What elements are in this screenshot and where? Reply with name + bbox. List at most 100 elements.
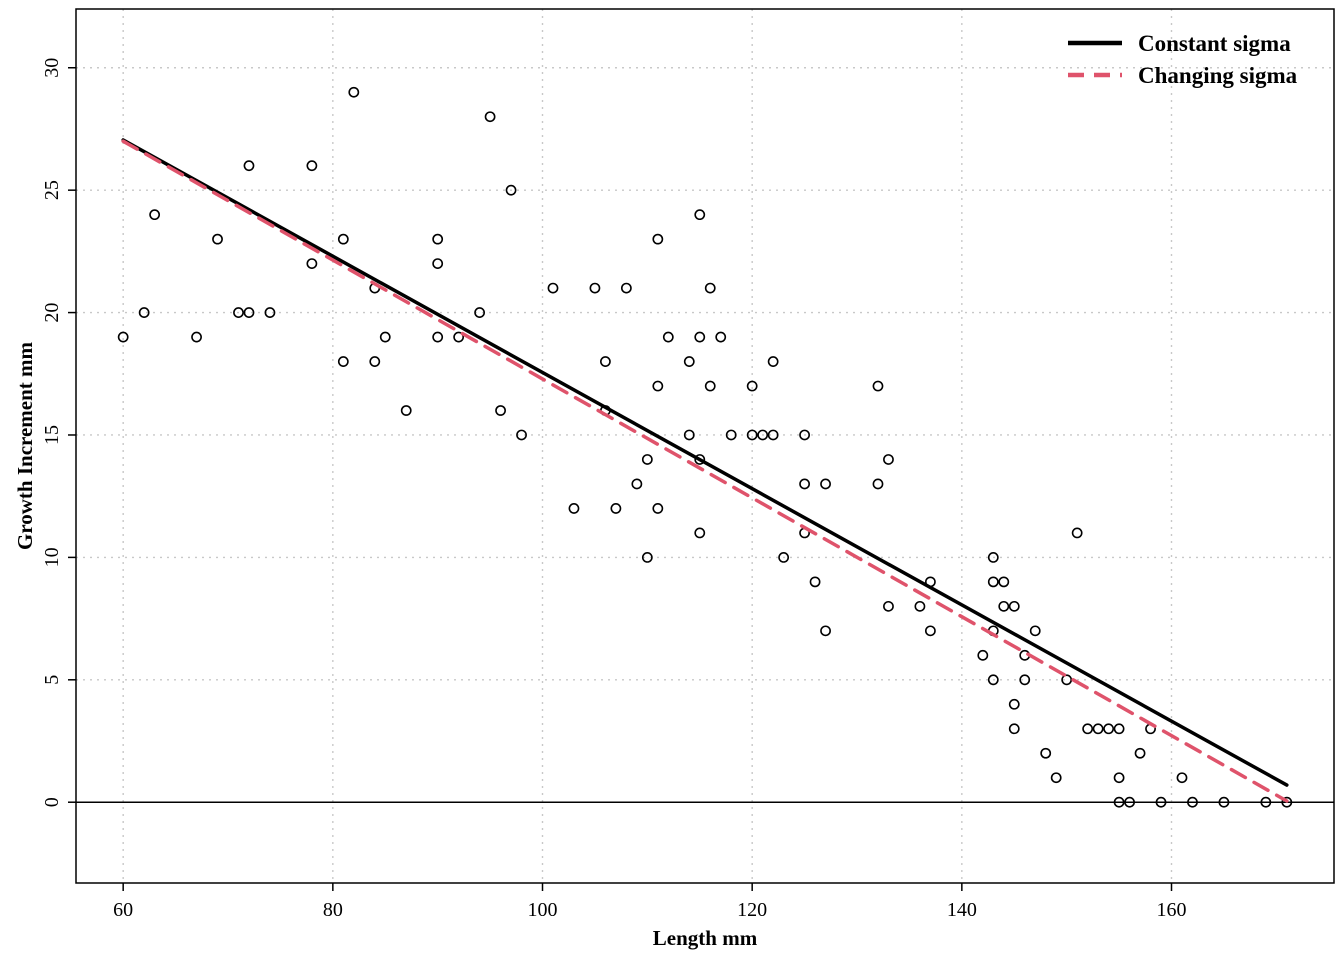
data-point — [117, 331, 129, 343]
data-point — [809, 576, 821, 588]
data-point — [1134, 747, 1146, 759]
data-point — [778, 551, 790, 563]
x-tick-label: 100 — [528, 899, 558, 921]
data-point — [1155, 796, 1167, 808]
data-point — [138, 307, 150, 318]
legend-label: Changing sigma — [1138, 63, 1298, 88]
y-tick-label: 5 — [41, 675, 63, 685]
fitted-lines — [121, 138, 1289, 803]
data-point — [1124, 796, 1135, 808]
x-tick-label: 140 — [947, 899, 977, 921]
data-point — [872, 478, 884, 490]
legend-label: Constant sigma — [1138, 31, 1291, 56]
data-point — [337, 233, 349, 245]
data-point — [820, 625, 831, 637]
data-point — [453, 331, 465, 343]
data-point — [641, 551, 653, 563]
data-point — [757, 429, 769, 441]
constant-sigma-line — [121, 138, 1289, 787]
data-point — [1040, 747, 1052, 759]
data-point — [746, 429, 758, 441]
data-point — [149, 209, 161, 221]
data-point — [641, 454, 653, 465]
data-point — [883, 600, 894, 612]
data-point — [264, 307, 276, 318]
data-point — [1281, 796, 1293, 808]
data-point — [746, 380, 758, 392]
x-tick-label: 80 — [323, 899, 343, 921]
data-point — [379, 331, 391, 343]
y-tick-label: 30 — [41, 58, 63, 78]
data-point — [432, 331, 444, 343]
data-point — [987, 551, 999, 563]
data-point — [694, 527, 706, 539]
x-tick-label: 160 — [1157, 899, 1187, 921]
data-point — [568, 503, 580, 514]
y-tick-label: 15 — [41, 425, 63, 445]
data-point — [767, 429, 779, 441]
data-point — [1071, 527, 1083, 539]
data-point — [1082, 723, 1094, 735]
data-point — [924, 625, 936, 637]
data-point — [704, 380, 716, 392]
data-point — [987, 576, 999, 588]
data-point — [243, 307, 255, 318]
data-point — [694, 331, 706, 343]
y-tick-label: 0 — [41, 797, 63, 807]
data-point — [243, 160, 255, 172]
data-point — [799, 478, 810, 490]
data-point — [1029, 625, 1041, 637]
data-point — [306, 160, 318, 172]
data-point — [1019, 674, 1031, 686]
data-point — [715, 331, 727, 343]
data-point — [725, 429, 737, 441]
data-point — [652, 233, 664, 245]
data-point — [495, 405, 506, 416]
data-point — [1260, 796, 1272, 808]
data-point — [484, 111, 496, 123]
data-point — [1008, 600, 1020, 612]
data-point — [369, 356, 381, 367]
x-axis-title: Length mm — [653, 926, 758, 950]
data-point — [1113, 796, 1125, 808]
data-point — [799, 429, 810, 441]
data-point — [1050, 772, 1062, 784]
data-point — [233, 307, 244, 318]
x-tick-label: 60 — [113, 899, 133, 921]
data-point — [998, 576, 1010, 588]
data-point — [631, 478, 643, 490]
data-point — [1008, 698, 1020, 710]
data-point — [1176, 772, 1188, 784]
data-point — [914, 600, 926, 612]
data-point — [652, 503, 664, 514]
data-point — [1218, 796, 1230, 808]
data-point — [432, 258, 444, 270]
data-point — [547, 282, 559, 294]
y-axis-title: Growth Increment mm — [13, 341, 37, 550]
data-point — [1008, 723, 1020, 735]
data-point — [610, 503, 622, 514]
data-point — [400, 405, 412, 416]
data-point — [516, 429, 527, 441]
data-point — [987, 674, 999, 686]
data-point — [1103, 723, 1115, 735]
data-point — [998, 600, 1010, 612]
y-tick-label: 20 — [41, 303, 63, 323]
plot-border — [75, 8, 1335, 884]
legend: Constant sigma Changing sigma — [1068, 31, 1298, 88]
data-point — [191, 331, 202, 343]
data-point — [1092, 723, 1104, 735]
data-points — [117, 86, 1293, 808]
data-point — [1113, 723, 1125, 735]
y-tick-label: 25 — [41, 180, 63, 200]
data-point — [620, 282, 632, 294]
data-point — [694, 209, 706, 221]
data-point — [1113, 772, 1125, 784]
data-point — [872, 380, 884, 392]
data-point — [589, 282, 601, 294]
grid — [76, 9, 1334, 883]
data-point — [662, 331, 674, 343]
data-point — [883, 454, 894, 465]
data-point — [337, 356, 349, 367]
